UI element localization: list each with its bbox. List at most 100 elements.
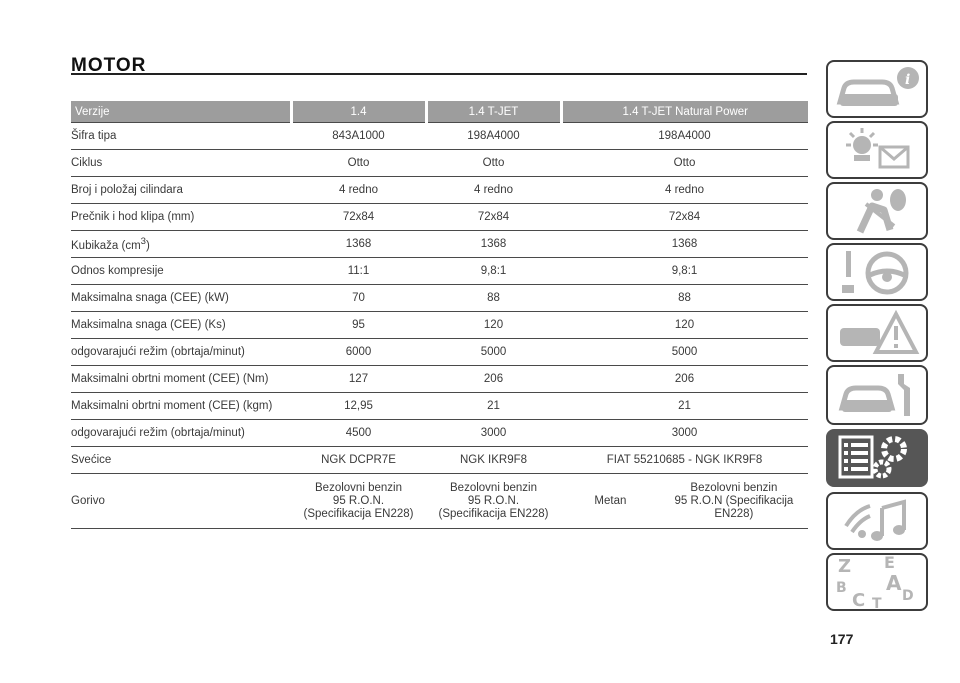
table-row: Maksimalni obrtni moment (CEE) (kgm) 12,9… [71, 392, 808, 420]
car-info-icon: i [832, 64, 922, 114]
row-label: Kubikaža (cm3) [71, 230, 291, 258]
row-value-v2: 120 [426, 311, 561, 339]
title-divider [71, 73, 807, 75]
table-row: odgovarajući režim (obrtaja/minut) 4500 30… [71, 419, 808, 447]
row-value-v2: 88 [426, 284, 561, 312]
row-value-v1: NGK DCPR7E [291, 446, 426, 474]
row-label: Maksimalni obrtni moment (CEE) (kgm) [71, 392, 291, 420]
sidebar-tab-car-info[interactable]: i [826, 60, 928, 118]
warning-lights-icon [832, 125, 922, 175]
row-label: odgovarajući režim (obrtaja/minut) [71, 338, 291, 366]
fuel-value-v3: Metan Bezolovni benzin 95 R.O.N (Specifika… [561, 473, 808, 529]
row-value-v3: 5000 [561, 338, 808, 366]
row-value-v3: 206 [561, 365, 808, 393]
row-value-v2: 21 [426, 392, 561, 420]
fuel-value-v1: Bezolovni benzin 95 R.O.N. (Specifikacija … [291, 473, 426, 529]
table-row: Svećice NGK DCPR7E NGK IKR9F8 FIAT 55210685… [71, 446, 808, 474]
svg-text:T: T [872, 596, 882, 610]
sidebar-tab-steering-wheel[interactable] [826, 243, 928, 301]
sidebar-tab-multimedia[interactable] [826, 492, 928, 550]
row-label: Ciklus [71, 149, 291, 177]
row-value-v1: Otto [291, 149, 426, 177]
row-value-v2: 1368 [426, 230, 561, 258]
engine-spec-table: Verzije 1.4 1.4 T-JET 1.4 T-JET Natural … [71, 101, 808, 529]
table-row: Odnos kompresije 11:1 9,8:1 9,8:1 [71, 257, 808, 285]
car-maintenance-icon [832, 370, 922, 420]
fuel-methane: Metan [594, 494, 627, 507]
svg-text:A: A [886, 571, 902, 595]
fuel-value-v2: Bezolovni benzin 95 R.O.N. (Specifikacija … [426, 473, 561, 529]
row-label: Maksimalna snaga (CEE) (Ks) [71, 311, 291, 339]
row-value-v3: 21 [561, 392, 808, 420]
table-row: Maksimalna snaga (CEE) (Ks) 95 120 120 [71, 311, 808, 339]
row-label: Šifra tipa [71, 122, 291, 150]
row-value-v2: 9,8:1 [426, 257, 561, 285]
row-value-v3: 88 [561, 284, 808, 312]
table-row: Šifra tipa 843A1000 198A4000 198A4000 [71, 122, 808, 150]
table-row: Maksimalni obrtni moment (CEE) (Nm) 127 20… [71, 365, 808, 393]
row-value-v3: 4 redno [561, 176, 808, 204]
row-value-v2: 5000 [426, 338, 561, 366]
row-label: Maksimalni obrtni moment (CEE) (Nm) [71, 365, 291, 393]
row-label: Maksimalna snaga (CEE) (kW) [71, 284, 291, 312]
steering-wheel-icon [832, 247, 922, 297]
sidebar-tab-airbag-safety[interactable] [826, 182, 928, 240]
row-value-v1: 70 [291, 284, 426, 312]
row-value-v2: 3000 [426, 419, 561, 447]
table-row: Broj i položaj cilindara 4 redno 4 redno 4 … [71, 176, 808, 204]
table-row-fuel: Gorivo Bezolovni benzin 95 R.O.N. (Specifik… [71, 473, 808, 529]
table-row: Maksimalna snaga (CEE) (kW) 70 88 88 [71, 284, 808, 312]
row-value-v3: 198A4000 [561, 122, 808, 150]
sidebar-tab-car-maintenance[interactable] [826, 365, 928, 425]
row-value-v3: 1368 [561, 230, 808, 258]
row-value-v1: 1368 [291, 230, 426, 258]
row-value-v1: 4 redno [291, 176, 426, 204]
row-label: odgovarajući režim (obrtaja/minut) [71, 419, 291, 447]
technical-data-icon [832, 433, 922, 483]
svg-text:D: D [902, 588, 914, 604]
table-row: Ciklus Otto Otto Otto [71, 149, 808, 177]
row-label: Odnos kompresije [71, 257, 291, 285]
row-value-v1: 127 [291, 365, 426, 393]
sidebar-tab-emergency-triangle[interactable] [826, 304, 928, 362]
emergency-triangle-icon [832, 308, 922, 358]
row-value-v1: 11:1 [291, 257, 426, 285]
sidebar-tab-warning-lights[interactable] [826, 121, 928, 179]
airbag-safety-icon [832, 186, 922, 236]
row-value-v3: 3000 [561, 419, 808, 447]
row-value-v3: Otto [561, 149, 808, 177]
header-1-4-tjet-natural-power: 1.4 T-JET Natural Power [561, 101, 808, 123]
row-value-v3: FIAT 55210685 - NGK IKR9F8 [561, 446, 808, 474]
page-number: 177 [830, 631, 854, 647]
fuel-petrol: Bezolovni benzin 95 R.O.N (Specifikacija E… [674, 481, 794, 520]
header-1-4: 1.4 [291, 101, 428, 123]
svg-text:B: B [836, 580, 847, 596]
svg-text:C: C [852, 590, 865, 610]
svg-text:i: i [905, 72, 910, 88]
row-value-v2: 198A4000 [426, 122, 561, 150]
row-value-v1: 95 [291, 311, 426, 339]
alphabetical-index-icon: Z E B A C D T [832, 554, 922, 610]
page-title: MOTOR [71, 55, 147, 76]
table-header-row: Verzije 1.4 1.4 T-JET 1.4 T-JET Natural … [71, 101, 808, 123]
table-row: odgovarajući režim (obrtaja/minut) 6000 50… [71, 338, 808, 366]
table-row: Kubikaža (cm3) 1368 1368 1368 [71, 230, 808, 258]
row-value-v1: 4500 [291, 419, 426, 447]
header-versions: Verzije [71, 101, 293, 123]
row-value-v2: 206 [426, 365, 561, 393]
sidebar-tab-technical-data[interactable] [826, 429, 928, 487]
row-value-v1: 843A1000 [291, 122, 426, 150]
sidebar-tab-alphabetical-index[interactable]: Z E B A C D T [826, 553, 928, 611]
row-label: Prečnik i hod klipa (mm) [71, 203, 291, 231]
row-value-v2: NGK IKR9F8 [426, 446, 561, 474]
header-1-4-tjet: 1.4 T-JET [426, 101, 563, 123]
svg-text:Z: Z [838, 556, 851, 577]
multimedia-icon [832, 496, 922, 546]
row-label: Gorivo [71, 473, 291, 529]
row-label: Broj i položaj cilindara [71, 176, 291, 204]
row-value-v2: 4 redno [426, 176, 561, 204]
row-value-v2: Otto [426, 149, 561, 177]
row-label: Svećice [71, 446, 291, 474]
row-value-v1: 72x84 [291, 203, 426, 231]
row-value-v3: 9,8:1 [561, 257, 808, 285]
